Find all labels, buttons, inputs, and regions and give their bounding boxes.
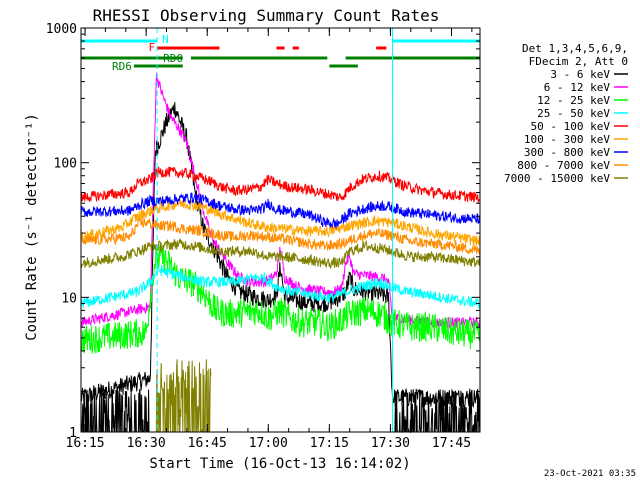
y-tick-label: 100 <box>54 157 77 172</box>
y-tick-label: 1000 <box>46 22 77 37</box>
series-line-0 <box>80 102 481 409</box>
x-tick-label: 17:00 <box>249 436 288 451</box>
y-axis-label: Count Rate (s⁻¹ detector⁻¹) <box>24 113 40 341</box>
plot-frame <box>80 27 481 433</box>
series-line-3 <box>80 264 481 309</box>
axes: 16:15 16:30 16:45 17:00 17:15 17:30 17:45 1 10 10… <box>46 22 481 451</box>
legend-label-3: 25 - 50 keV <box>537 107 610 120</box>
status-label-F: F <box>149 41 156 54</box>
series-line-4 <box>80 166 481 203</box>
chart-title: RHESSI Observing Summary Count Rates <box>93 6 440 25</box>
legend-label-7: 800 - 7000 keV <box>517 159 610 172</box>
y-tick-label: 1 <box>69 426 77 441</box>
status-label-RD6: RD6 <box>112 60 132 73</box>
series-line-7 <box>80 216 481 255</box>
y-tick-label: 10 <box>61 291 77 306</box>
legend-header-1: FDecim 2, Att 0 <box>529 55 628 68</box>
series-line-2 <box>80 243 481 354</box>
x-tick-label: 16:30 <box>127 436 166 451</box>
status-label-RD0: RD0 <box>163 52 183 65</box>
series-line-6 <box>80 192 481 229</box>
footer-date: 23-Oct-2021 03:35 <box>544 469 636 479</box>
series-line-1 <box>80 72 481 330</box>
x-tick-label: 16:15 <box>66 436 105 451</box>
x-axis-label: Start Time (16-Oct-13 16:14:02) <box>149 456 410 472</box>
legend-label-6: 300 - 800 keV <box>524 146 610 159</box>
legend-label-4: 50 - 100 keV <box>531 120 611 133</box>
x-tick-label: 17:30 <box>371 436 410 451</box>
legend-label-1: 6 - 12 keV <box>544 81 611 94</box>
x-tick-label: 17:45 <box>432 436 471 451</box>
legend-header-0: Det 1,3,4,5,6,9, <box>522 42 628 55</box>
legend: Det 1,3,4,5,6,9,FDecim 2, Att 03 - 6 keV… <box>504 42 628 185</box>
series-line-5 <box>80 198 481 247</box>
status-label-N: N <box>162 33 169 46</box>
legend-label-5: 100 - 300 keV <box>524 133 610 146</box>
legend-label-0: 3 - 6 keV <box>550 68 610 81</box>
legend-label-8: 7000 - 15000 keV <box>504 172 610 185</box>
legend-label-2: 12 - 25 keV <box>537 94 610 107</box>
series-line-8 <box>80 238 481 270</box>
x-tick-label: 16:45 <box>188 436 227 451</box>
noise-burst-0 <box>155 359 212 433</box>
x-tick-label: 17:15 <box>310 436 349 451</box>
status-bars: NF RD0 RD6 <box>81 33 480 73</box>
series-lines <box>80 28 481 434</box>
